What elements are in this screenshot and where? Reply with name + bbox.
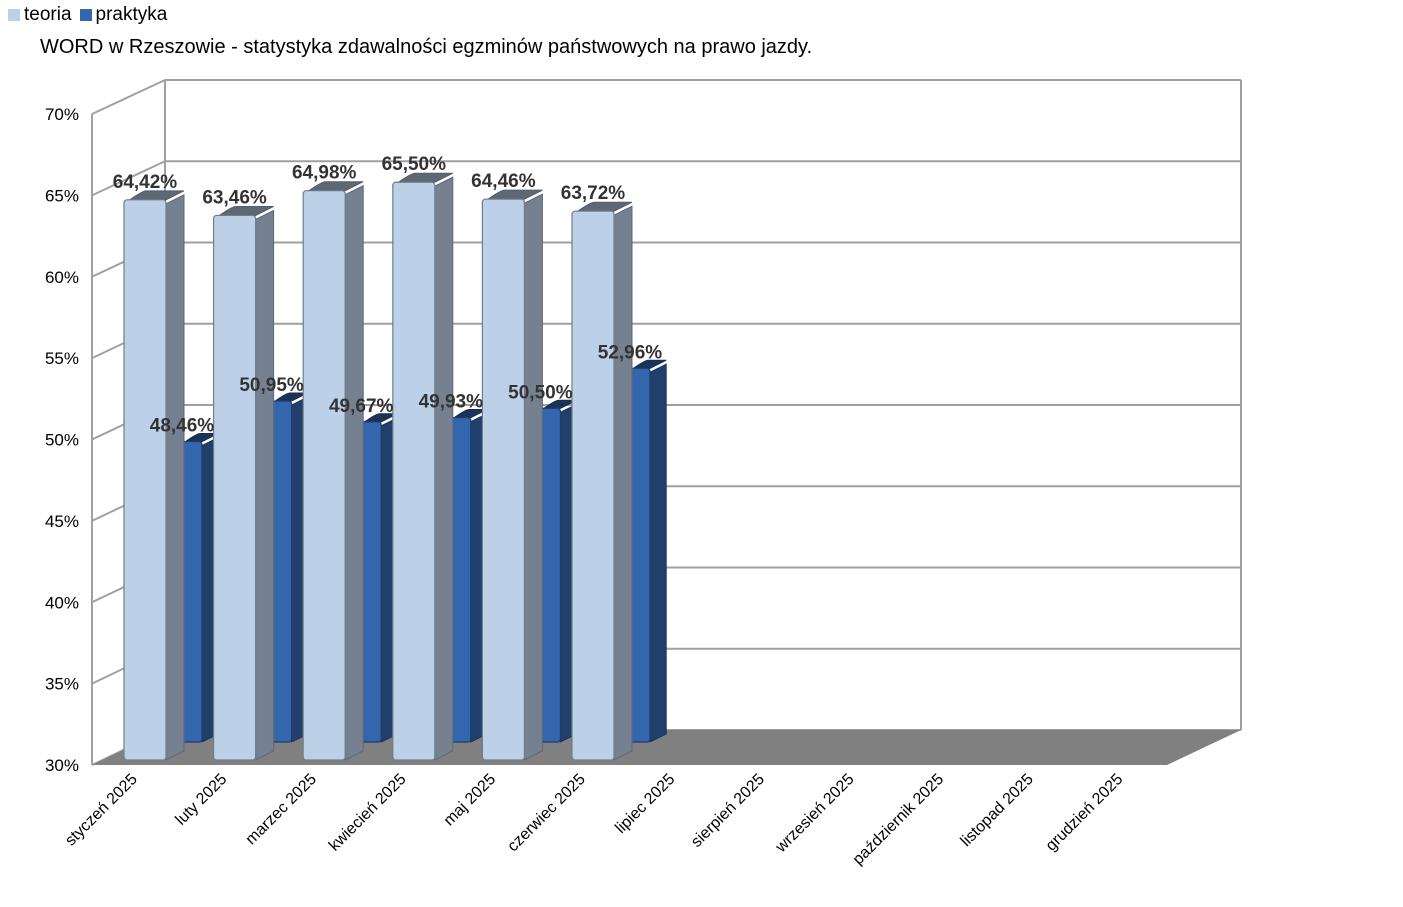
bar-teoria [302, 181, 364, 761]
legend-item-praktyka: praktyka [79, 4, 168, 26]
y-tick-label: 45% [45, 512, 79, 531]
y-tick-label: 70% [45, 105, 79, 124]
bar-praktyka [627, 359, 667, 743]
bar-front-face [392, 181, 436, 761]
x-tick-label: lipiec 2025 [612, 771, 678, 837]
bar-side-face [165, 194, 185, 761]
y-tick-label: 50% [45, 431, 79, 450]
bar-praktyka [358, 413, 398, 743]
bar-front-face [213, 214, 257, 761]
chart-title: WORD w Rzeszowie - statystyka zdawalnośc… [40, 36, 813, 58]
y-tick-label: 40% [45, 593, 79, 612]
bars-layer [123, 172, 667, 761]
data-label-teoria: 63,72% [561, 183, 626, 204]
data-label-teoria: 65,50% [382, 154, 447, 175]
bar-praktyka [537, 399, 578, 743]
bar-side-face [434, 176, 454, 761]
x-tick-label: listopad 2025 [957, 771, 1036, 850]
data-label-praktyka: 48,46% [150, 416, 215, 437]
legend-swatch-teoria [8, 9, 20, 21]
data-label-praktyka: 49,93% [419, 392, 484, 413]
labels-layer: 64,42% 48,46% 63,46% 50,95% 64,98% 49,67% 65,5… [113, 154, 663, 436]
bar-praktyka [269, 392, 309, 743]
data-label-teoria: 64,98% [292, 163, 357, 184]
gridline-side [91, 160, 166, 197]
gridline-side [91, 79, 166, 115]
x-tick-label: kwiecień 2025 [326, 771, 410, 855]
bar-teoria [571, 201, 633, 761]
legend-label-praktyka: praktyka [95, 4, 168, 25]
y-tick-label: 30% [45, 756, 79, 775]
x-tick-label: październik 2025 [850, 771, 948, 869]
bar-praktyka [448, 409, 488, 743]
data-label-teoria: 64,46% [471, 171, 536, 192]
x-tick-label: grudzień 2025 [1043, 771, 1127, 855]
x-tick-label: luty 2025 [172, 771, 230, 829]
data-label-teoria: 64,42% [113, 172, 178, 193]
data-label-praktyka: 52,96% [598, 342, 663, 363]
bar-front-face [481, 198, 525, 761]
bar-side-face [613, 205, 633, 761]
legend-item-teoria: teoria [8, 4, 72, 26]
bar-praktyka [179, 432, 219, 743]
data-label-praktyka: 49,67% [329, 396, 394, 417]
bar-front-face [123, 199, 167, 761]
bar-teoria [123, 190, 185, 761]
bar-front-face [571, 210, 615, 761]
x-tick-label: maj 2025 [441, 771, 500, 830]
data-label-praktyka: 50,50% [508, 382, 573, 403]
x-tick-label: wrzesień 2025 [772, 771, 858, 857]
legend-swatch-praktyka [79, 9, 92, 21]
bar-side-face [255, 209, 275, 761]
bar-teoria [481, 189, 543, 761]
bar-side-face [344, 184, 364, 761]
bar-teoria [213, 205, 275, 761]
data-label-teoria: 63,46% [202, 187, 267, 208]
data-label-praktyka: 50,95% [239, 375, 304, 396]
x-tick-label: marzec 2025 [243, 771, 320, 848]
y-tick-label: 65% [45, 186, 79, 205]
x-tick-label: styczeń 2025 [62, 771, 141, 850]
bar-side-face [523, 193, 543, 761]
x-tick-label: czerwiec 2025 [504, 771, 588, 855]
y-tick-label: 60% [45, 268, 79, 287]
bar-front-face [302, 190, 346, 761]
chart-legend: teoria praktyka [8, 4, 175, 26]
bar-teoria [392, 172, 454, 761]
x-tick-label: sierpień 2025 [688, 771, 768, 851]
y-tick-label: 55% [45, 349, 79, 368]
legend-label-teoria: teoria [24, 4, 72, 25]
bar-side-face [649, 363, 667, 743]
y-tick-label: 35% [45, 675, 79, 694]
